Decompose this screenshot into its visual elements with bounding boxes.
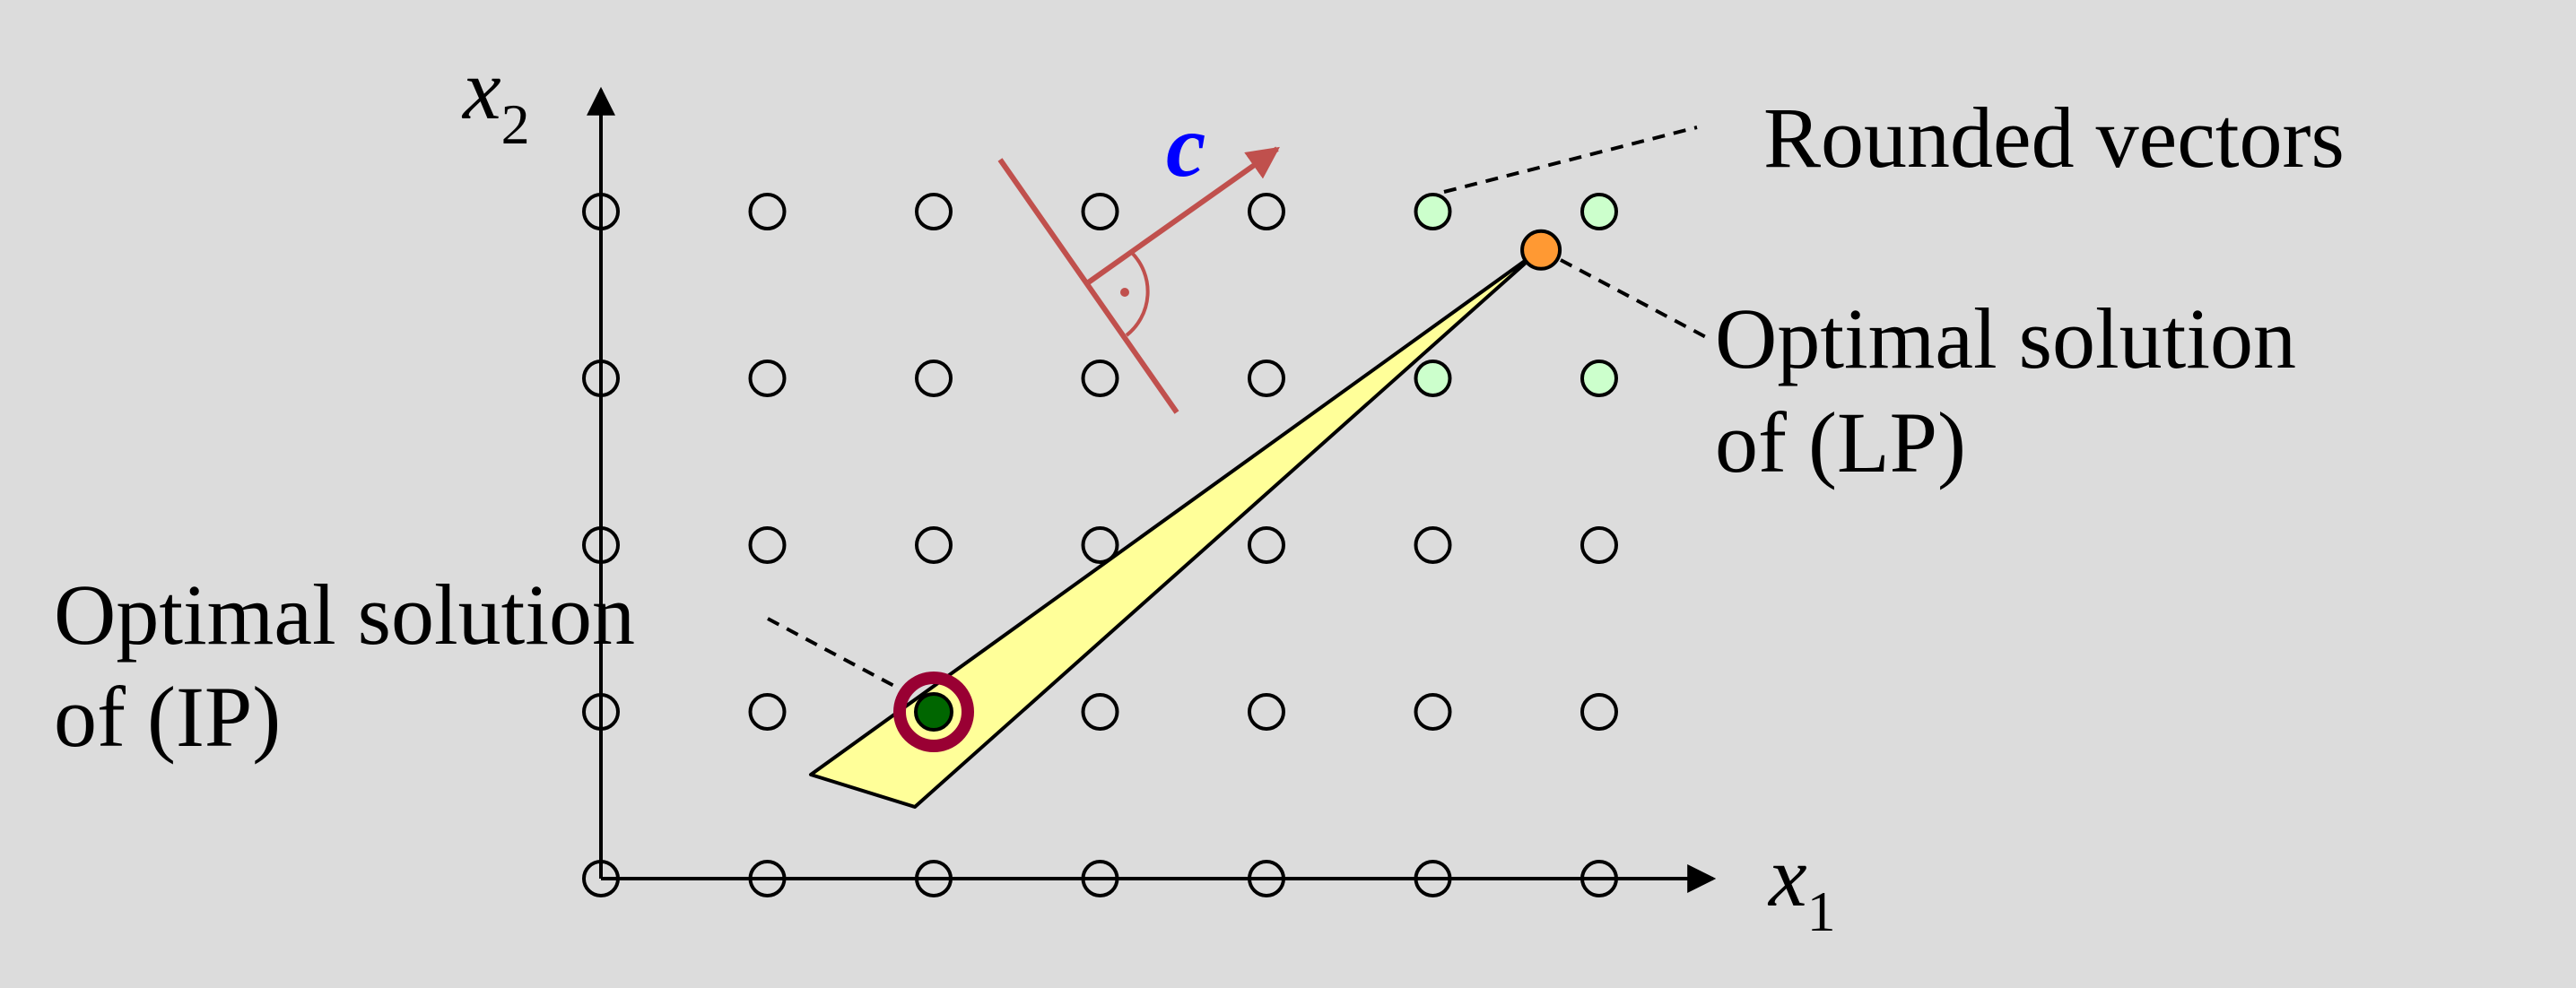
objective-vector-arrow (1085, 146, 1280, 286)
lattice-point (1414, 526, 1452, 564)
lattice-point (1081, 193, 1119, 230)
lattice-point (1414, 860, 1452, 897)
lattice-point (1081, 360, 1119, 397)
rounded-leader-line (1443, 126, 1698, 194)
lattice-point (1081, 693, 1119, 731)
ip-optimum-ring (893, 672, 974, 752)
lattice-point (1248, 526, 1285, 564)
special-points (893, 229, 1562, 752)
lattice-point (582, 193, 620, 230)
x2-axis-letter: x (461, 41, 501, 137)
lattice-point (582, 526, 620, 564)
lattice-point (582, 360, 620, 397)
objective-vector-label: c (1166, 96, 1205, 195)
right-angle-mark (1125, 251, 1150, 337)
rounded-vector-point (1414, 193, 1452, 230)
lattice-point (1580, 860, 1618, 897)
rounded-vector-point (1580, 360, 1618, 397)
lp-solution-label-line2: of (LP) (1715, 394, 1966, 490)
right-angle-dot (1120, 288, 1129, 297)
lattice-point (1248, 860, 1285, 897)
x1-axis-label: x1 (1767, 828, 1836, 943)
ip-optimum-point (914, 692, 953, 732)
lattice-point (915, 193, 953, 230)
lattice-points (582, 193, 1618, 897)
lattice-point (915, 360, 953, 397)
lattice-point (1081, 526, 1119, 564)
lattice-point (1248, 693, 1285, 731)
ip-solution-label-line1: Optimal solution (54, 567, 635, 663)
lattice-point (748, 193, 787, 230)
lattice-point (1081, 860, 1119, 897)
lattice-point (748, 860, 787, 897)
lattice-point (582, 693, 620, 731)
lattice-point (1580, 526, 1618, 564)
x1-axis-subscript: 1 (1807, 880, 1836, 943)
x2-axis-subscript: 2 (501, 92, 530, 156)
lattice-point (582, 860, 620, 897)
lattice-point (1580, 693, 1618, 731)
lattice-point (1248, 193, 1285, 230)
lattice-point (1414, 693, 1452, 731)
lattice-point (748, 360, 787, 397)
lp-leader-line (1560, 258, 1707, 339)
lattice-point (748, 693, 787, 731)
x2-axis-label: x2 (461, 41, 530, 156)
lattice-point (915, 526, 953, 564)
ip-leader-line (767, 617, 907, 694)
rounded-vector-point (1580, 193, 1618, 230)
objective-direction: c (997, 96, 1280, 414)
lp-optimum-point (1520, 229, 1562, 271)
x1-axis-letter: x (1767, 828, 1807, 924)
lattice-point (1248, 360, 1285, 397)
lattice-point (915, 860, 953, 897)
ip-solution-label-line2: of (IP) (54, 669, 281, 765)
level-line (997, 158, 1179, 414)
rounded-vector-point (1414, 360, 1452, 397)
feasible-region (809, 247, 1543, 809)
lattice-point (748, 526, 787, 564)
rounded-vectors-label: Rounded vectors (1763, 90, 2345, 186)
lp-solution-label-line1: Optimal solution (1715, 290, 2296, 386)
